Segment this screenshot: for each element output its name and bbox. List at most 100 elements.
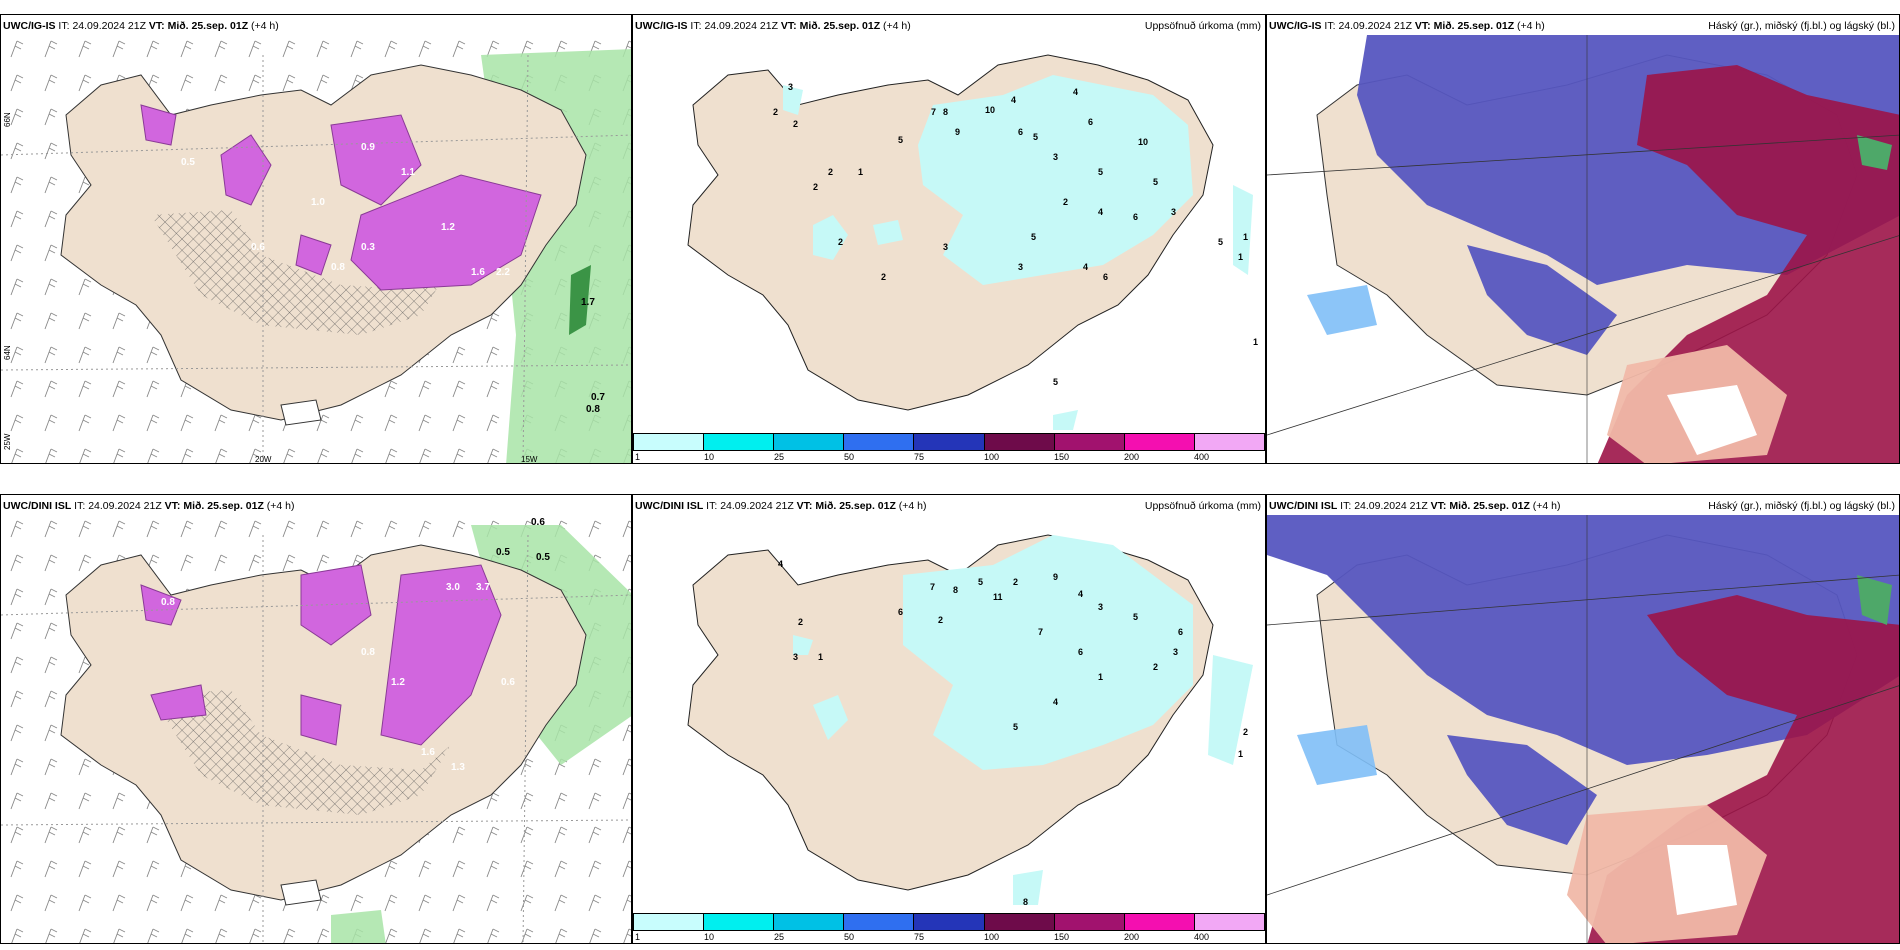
lat-label: 66N: [3, 112, 12, 127]
precip-value: 2: [1013, 577, 1018, 587]
colorbar-label: 200: [1124, 932, 1140, 942]
wind-value: 1.2: [441, 222, 455, 233]
colorbar-swatch: [1194, 914, 1264, 930]
precip-value: 5: [1013, 722, 1018, 732]
colorbar-label: 400: [1194, 452, 1210, 462]
panel-precip-bottom: UWC/DINI ISL IT: 24.09.2024 21Z VT: Mið.…: [632, 494, 1266, 944]
colorbar-label: 25: [774, 452, 785, 462]
precip-region-2: [813, 215, 848, 260]
precip-value: 3: [1171, 207, 1176, 217]
cloud-mid: [1567, 805, 1767, 943]
precip-value: 1: [1238, 252, 1243, 262]
colorbar-swatch: [1054, 434, 1125, 450]
precip-region-5: [1013, 870, 1043, 905]
precip-value: 6: [1103, 272, 1108, 282]
colorbar-swatch: [914, 434, 985, 450]
precip-value: 3: [1098, 602, 1103, 612]
wind-map: 0.5 0.9 1.1 1.2 1.7 0.6 0.3 1.0 0.8 1.6 …: [1, 35, 631, 463]
cloud-low-2: [1447, 735, 1597, 845]
panel-wind-bottom: UWC/DINI ISL IT: 24.09.2024 21Z VT: Mið.…: [0, 494, 632, 944]
precip-value: 7: [930, 582, 935, 592]
precip-value: 4: [1011, 95, 1016, 105]
precip-region: [918, 75, 1193, 285]
cloud-map: [1267, 35, 1899, 463]
precip-map: 4 2 3 1 6 2 7 8 5 11 2 9 4 7 6 3 5 1 2 4…: [687, 534, 1253, 907]
precip-value: 10: [985, 105, 995, 115]
colorbar-label: 50: [844, 932, 855, 942]
colorbar-swatch: [844, 434, 915, 450]
green-dark: [569, 265, 591, 335]
precip-region-5: [1233, 185, 1253, 275]
wind-value: 0.6: [531, 517, 545, 528]
panel-header: UWC/DINI ISL IT: 24.09.2024 21Z VT: Mið.…: [1269, 500, 1561, 512]
panel-header: UWC/DINI ISL IT: 24.09.2024 21Z VT: Mið.…: [635, 500, 927, 512]
lon-label: 20W: [255, 455, 272, 464]
precip-value: 6: [898, 607, 903, 617]
precip-value: 2: [881, 272, 886, 282]
colorbar-swatch: [774, 434, 845, 450]
precip-value: 8: [953, 585, 958, 595]
precip-value: 5: [1053, 377, 1058, 387]
precip-region-3: [873, 220, 903, 245]
wind-value: 0.7: [591, 392, 605, 403]
colorbar: [633, 913, 1265, 931]
precip-value: 5: [978, 577, 983, 587]
precip-value: 6: [1178, 627, 1183, 637]
colorbar-label: 200: [1124, 452, 1140, 462]
colorbar-swatch: [704, 434, 775, 450]
colorbar-label: 150: [1054, 452, 1070, 462]
wind-strong-5: [295, 234, 332, 276]
cloud-green: [1857, 135, 1892, 170]
panel-title: Háský (gr.), miðský (fj.bl.) og lágský (…: [1708, 20, 1895, 32]
precip-value: 5: [898, 135, 903, 145]
precip-region-4: [783, 85, 803, 115]
precip-value: 7: [1038, 627, 1043, 637]
panel-clouds-top: UWC/IG-IS IT: 24.09.2024 21Z VT: Mið. 25…: [1266, 14, 1900, 464]
colorbar: [633, 433, 1265, 451]
precip-value: 1: [1243, 232, 1248, 242]
precip-value: 5: [1153, 177, 1158, 187]
precip-value: 1: [1238, 749, 1243, 759]
precip-value: 4: [1098, 207, 1103, 217]
precip-value: 8: [1023, 897, 1028, 907]
wind-strong-3: [350, 174, 542, 291]
precip-value: 11: [993, 592, 1003, 602]
precip-value: 2: [798, 617, 803, 627]
lake: [280, 399, 322, 426]
colorbar-swatch: [634, 434, 705, 450]
precip-value: 1: [1098, 672, 1103, 682]
precip-value: 5: [1133, 612, 1138, 622]
colorbar-swatch: [984, 914, 1055, 930]
wind-value: 0.6: [251, 242, 265, 253]
precip-value: 4: [778, 559, 783, 569]
wind-value: 0.8: [161, 597, 175, 608]
precip-value: 2: [828, 167, 833, 177]
colorbar-swatch: [1054, 914, 1125, 930]
precip-value: 6: [1088, 117, 1093, 127]
wind-value: 0.9: [361, 142, 375, 153]
precip-value: 3: [1018, 262, 1023, 272]
colorbar-swatch: [704, 914, 775, 930]
wind-value: 0.6: [501, 677, 515, 688]
precip-value: 10: [1138, 137, 1148, 147]
precip-value: 3: [788, 82, 793, 92]
precip-value: 1: [1253, 337, 1258, 347]
panel-header: UWC/IG-IS IT: 24.09.2024 21Z VT: Mið. 25…: [1269, 20, 1545, 32]
wind-strong-5: [300, 694, 342, 746]
precip-value: 2: [773, 107, 778, 117]
precip-region-2: [813, 695, 848, 740]
wind-value: 0.5: [181, 157, 195, 168]
cloud-map: [1267, 515, 1899, 943]
precip-value: 1: [858, 167, 863, 177]
precip-region-6: [1053, 410, 1078, 430]
wind-value: 0.8: [586, 404, 600, 415]
precip-value: 5: [1218, 237, 1223, 247]
wind-strong-1: [220, 134, 272, 206]
precip-value: 3: [1173, 647, 1178, 657]
wind-strong-1: [300, 564, 372, 646]
colorbar-label: 100: [984, 932, 1000, 942]
wind-value: 0.5: [536, 552, 550, 563]
lat-label: 64N: [3, 345, 12, 360]
cloud-white: [1667, 385, 1757, 455]
precip-value: 9: [1053, 572, 1058, 582]
